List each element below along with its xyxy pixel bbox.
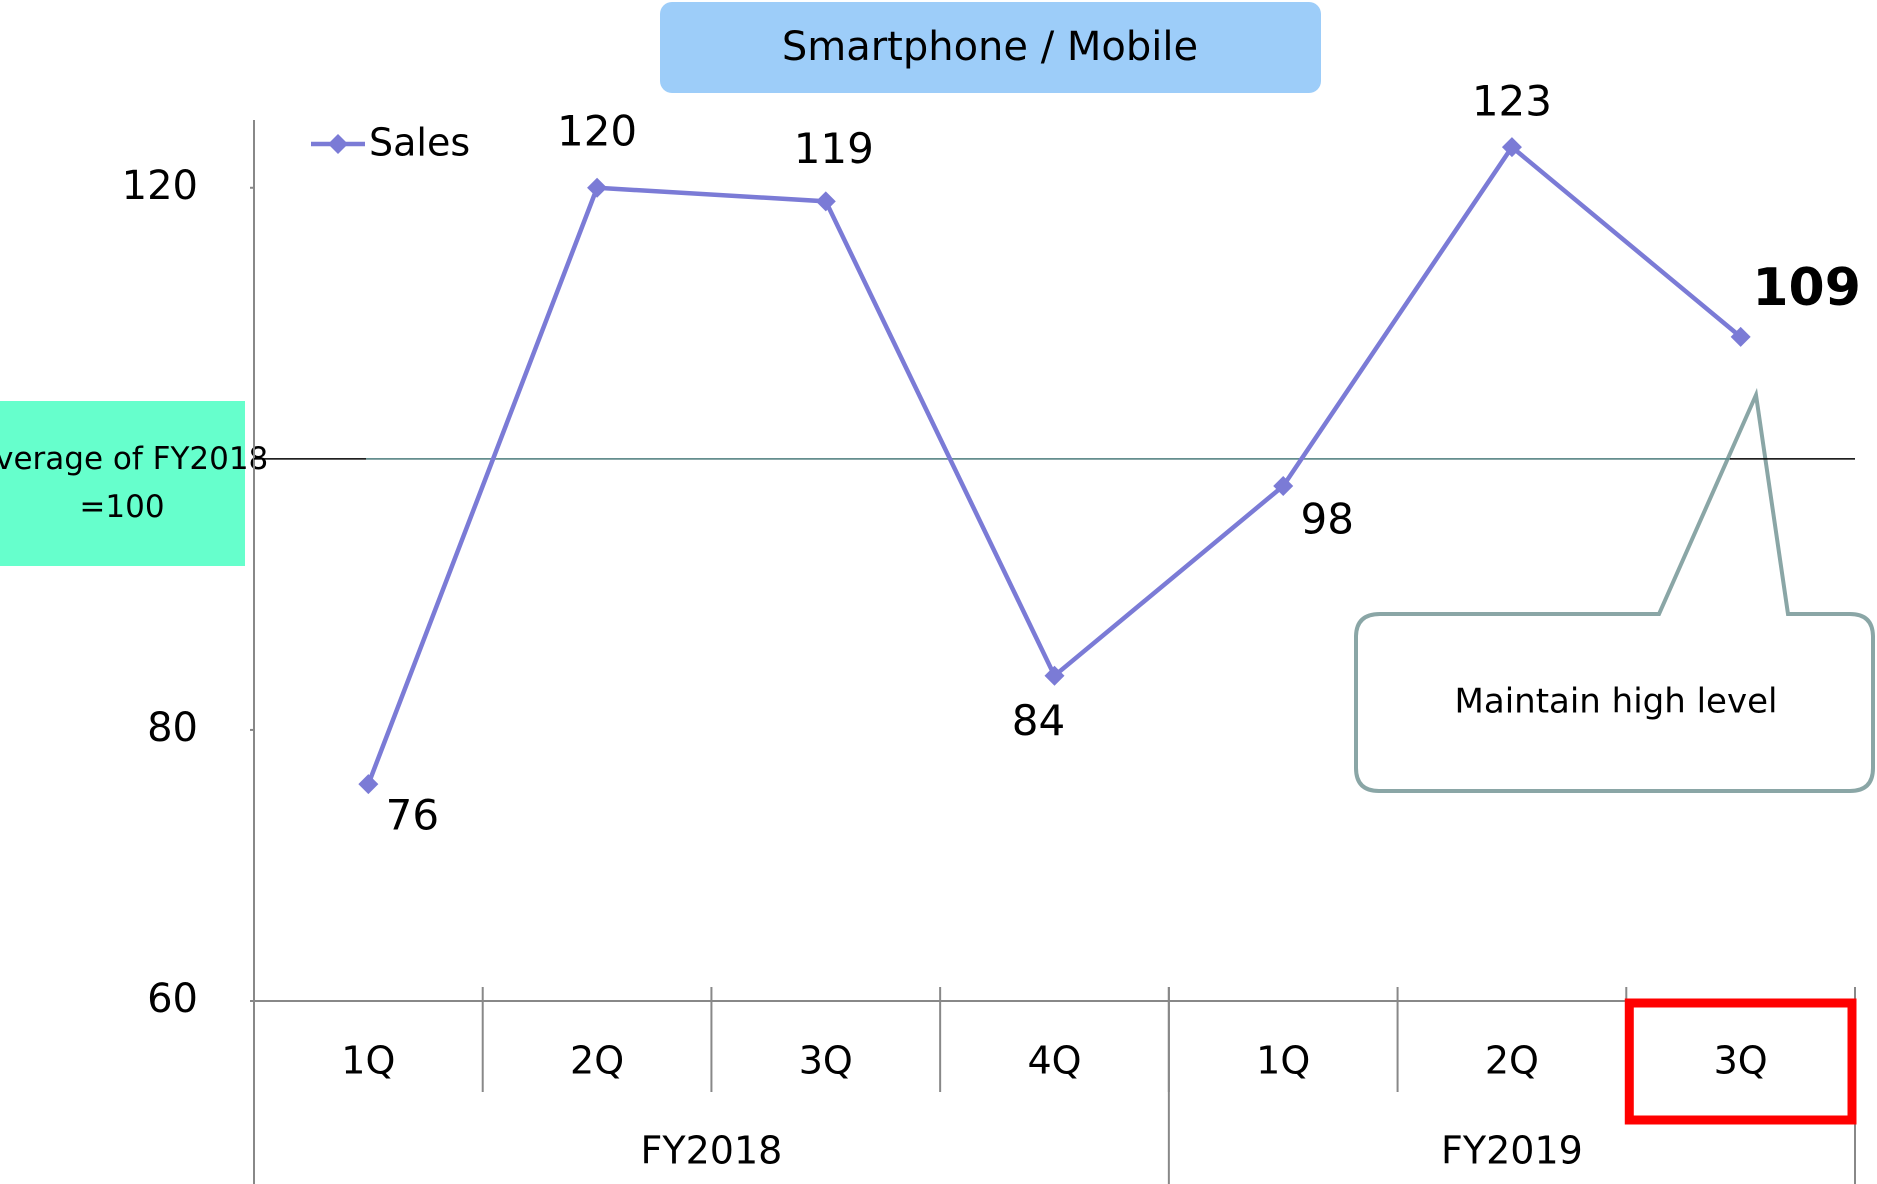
callout-box	[1354, 387, 1875, 793]
point	[815, 191, 836, 212]
legend-marker	[328, 134, 348, 154]
x-tick-label: 2Q	[1485, 1039, 1539, 1083]
data-label: 120	[557, 106, 637, 155]
group-label: FY2018	[641, 1129, 783, 1173]
y-tick-label: 80	[147, 705, 198, 751]
x-tick-label: 1Q	[341, 1039, 395, 1083]
chart-title: Smartphone / Mobile	[782, 24, 1198, 70]
data-label: 109	[1752, 258, 1861, 318]
y-tick-label: 120	[122, 163, 198, 209]
point	[358, 774, 379, 795]
x-tick-label: 1Q	[1256, 1039, 1310, 1083]
data-label: 76	[386, 791, 439, 840]
point	[1044, 665, 1065, 686]
x-tick-label: 3Q	[1714, 1039, 1768, 1083]
group-label: FY2019	[1441, 1129, 1583, 1173]
x-tick-label: 2Q	[570, 1039, 624, 1083]
point	[1273, 475, 1294, 496]
data-label: 119	[794, 124, 874, 173]
point	[1501, 137, 1522, 158]
callout-text: Maintain high level	[1455, 682, 1778, 722]
x-tick-label: 4Q	[1027, 1039, 1081, 1083]
data-label: 98	[1300, 494, 1353, 543]
title-box	[660, 2, 1321, 93]
legend-label: Sales	[369, 121, 470, 165]
x-tick-label: 3Q	[799, 1039, 853, 1083]
average-label: Average of FY2018 =100	[0, 441, 268, 525]
point	[1730, 326, 1751, 347]
data-label: 84	[1012, 696, 1065, 745]
average-box	[0, 401, 245, 566]
highlight-box	[1624, 998, 1857, 1125]
data-label: 123	[1472, 77, 1552, 126]
point	[587, 177, 608, 198]
y-tick-label: 60	[147, 976, 198, 1022]
